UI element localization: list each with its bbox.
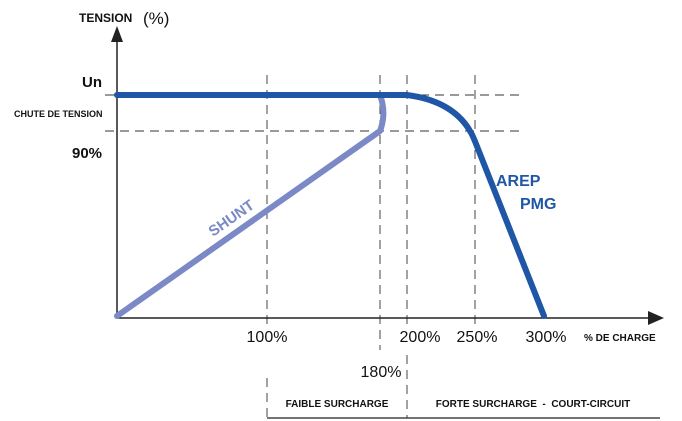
zone-label-faible: FAIBLE SURCHARGE [286,399,389,410]
y-axis-unit: (%) [143,9,169,28]
series-label-pmg: PMG [520,196,556,213]
series-line-arep-pmg [114,92,547,319]
y-tick-un: Un [82,74,102,91]
series-label-arep: AREP [496,173,541,190]
y-tick-chute: CHUTE DE TENSION [14,109,103,119]
zone-label-forte: FORTE SURCHARGE - COURT-CIRCUIT [436,399,630,410]
x-tick-200: 200% [400,329,441,346]
x-axis-title: % DE CHARGE [584,333,656,344]
x-tick-180: 180% [361,364,402,381]
x-tick-300: 300% [526,329,567,346]
x-tick-250: 250% [457,329,498,346]
y-tick-ninety: 90% [72,145,102,162]
x-axis-arrow [648,311,664,325]
y-axis-arrow [111,26,123,42]
y-axis-title: TENSION [79,11,132,25]
x-tick-100: 100% [247,329,288,346]
